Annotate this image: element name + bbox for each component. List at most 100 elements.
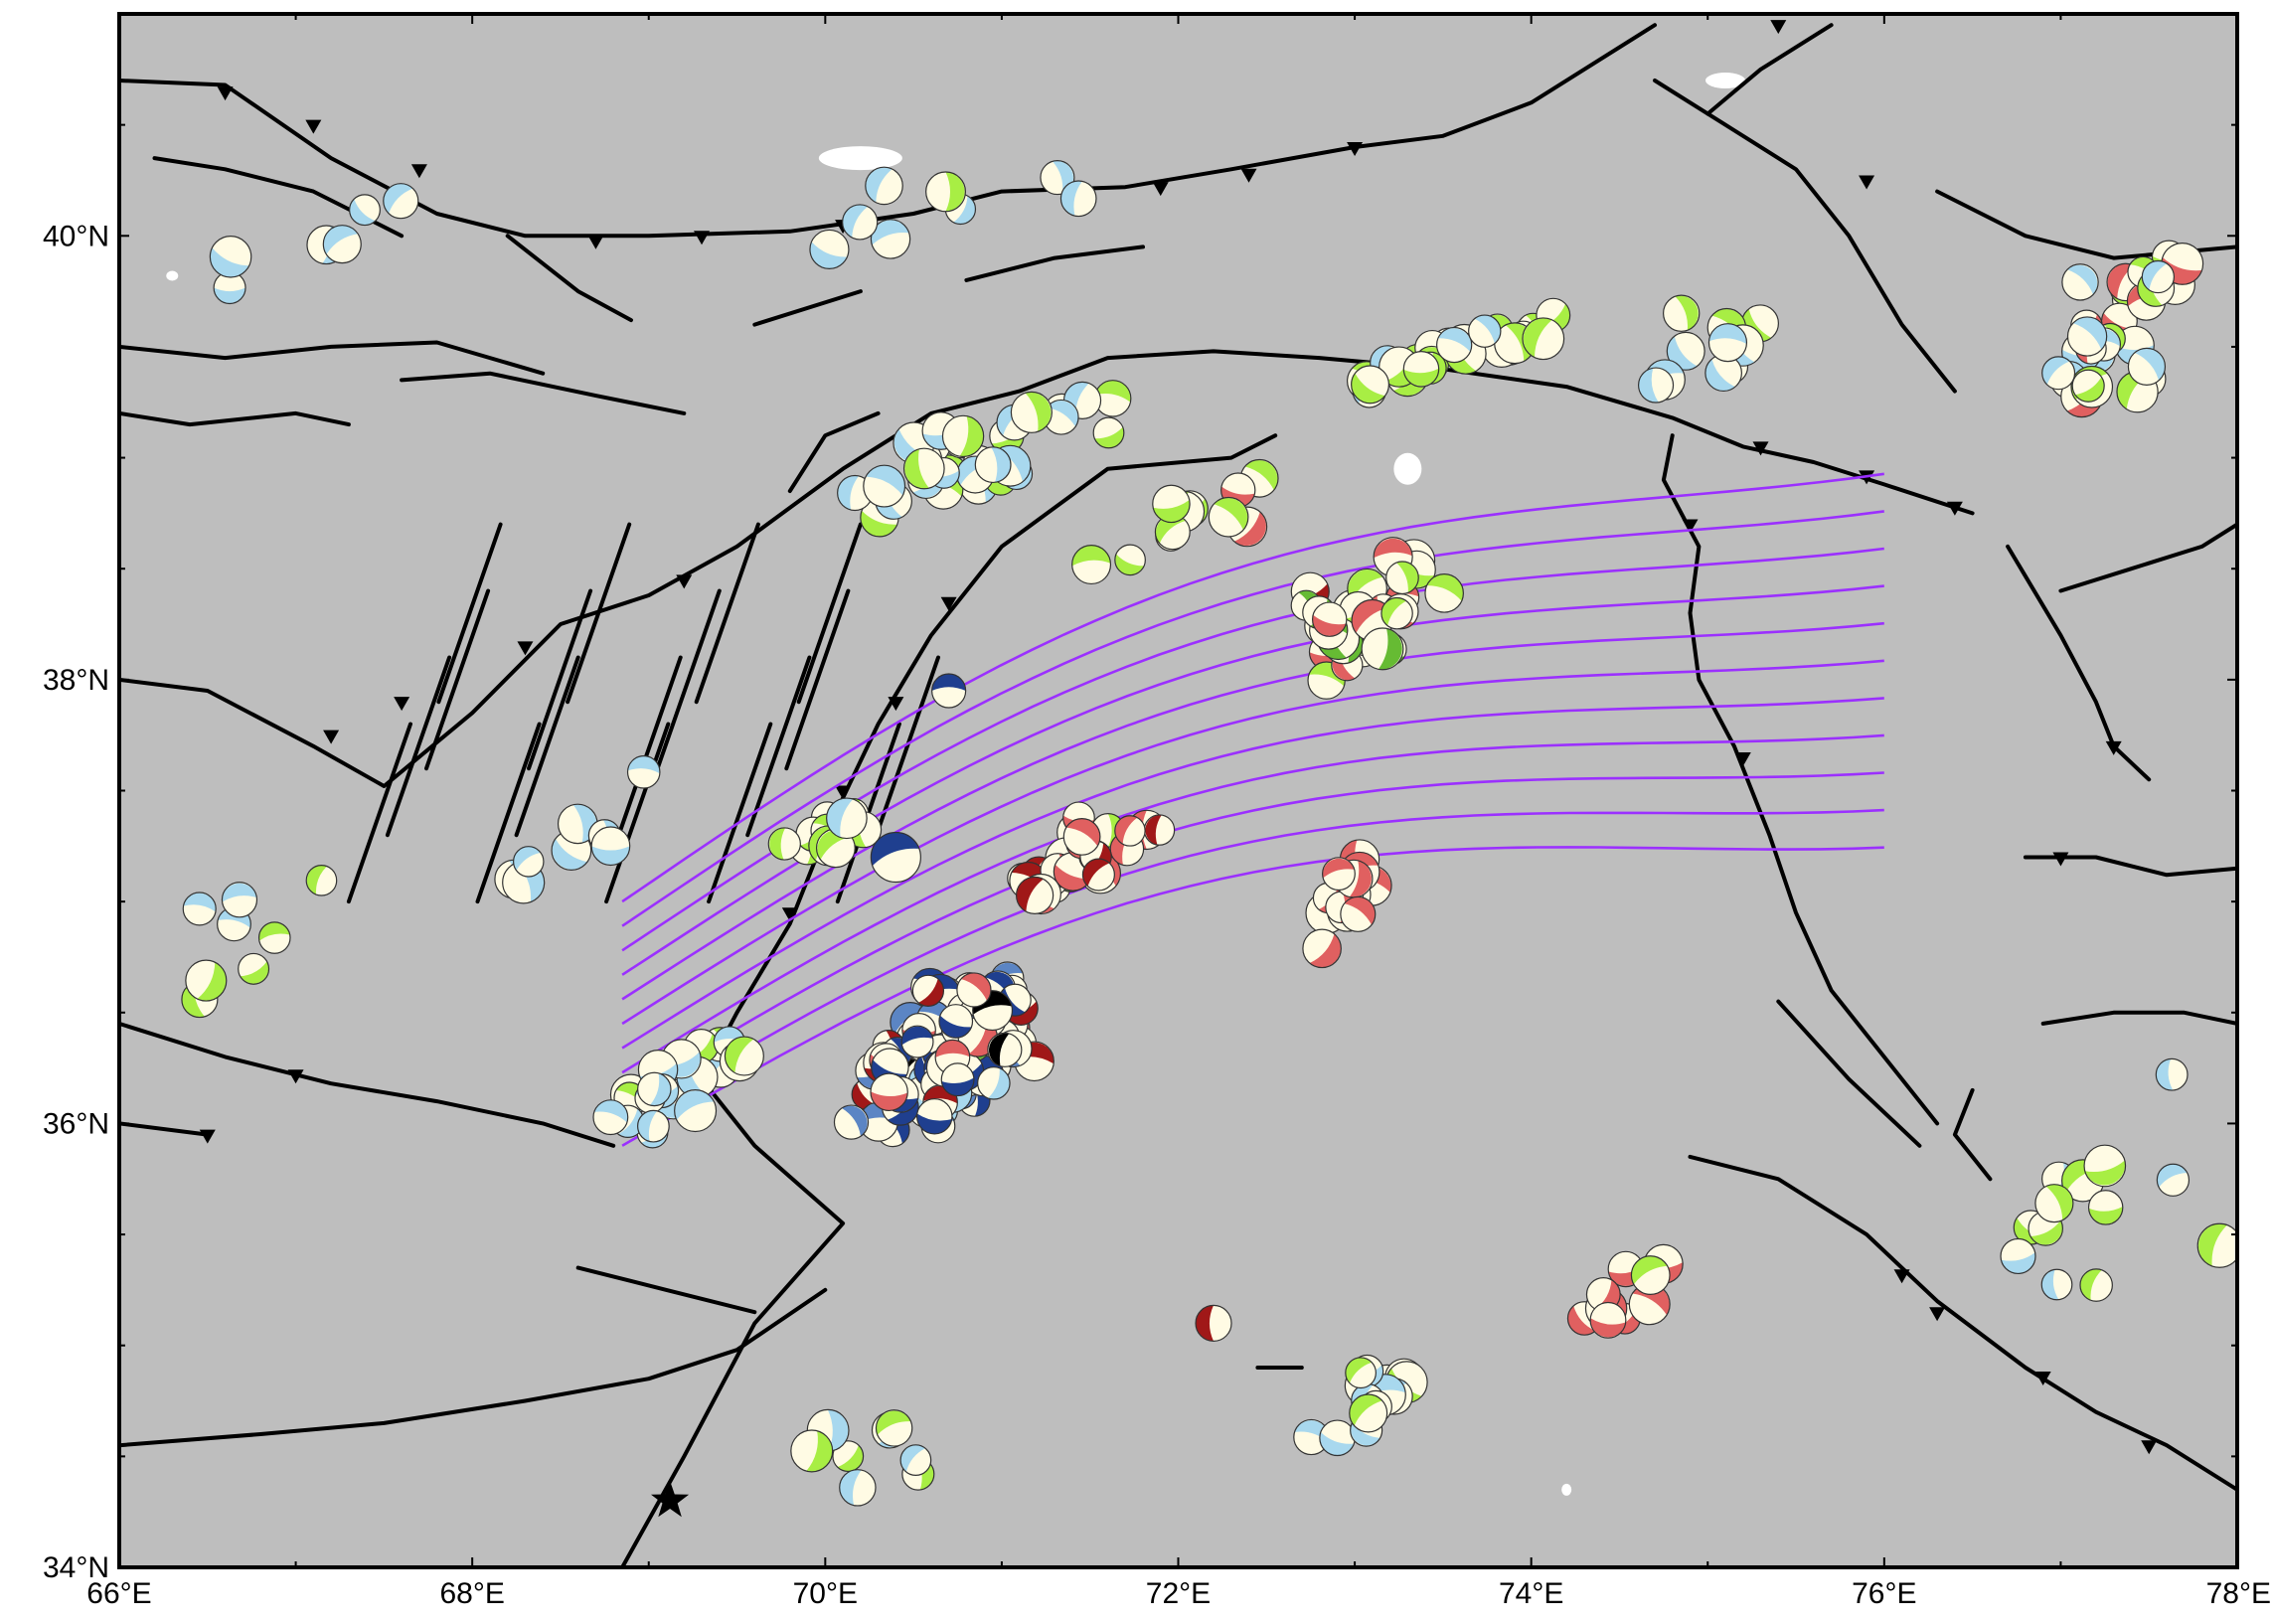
focal-mechanism-beachball [349, 194, 381, 227]
thrust-triangle [781, 907, 798, 922]
focal-mechanism-beachball [1589, 1301, 1627, 1339]
fault-line [2058, 522, 2237, 593]
focal-mechanism-beachball [1361, 627, 1404, 671]
depth-contour [621, 846, 1884, 1147]
focal-mechanism-beachball [592, 1099, 629, 1136]
depth-contour [621, 771, 1884, 1098]
fault-line [2040, 1010, 2237, 1026]
x-tick-label: 70°E [793, 1577, 858, 1610]
depth-contour [621, 697, 1884, 1050]
fold-axis [874, 655, 940, 838]
thrust-triangle [587, 235, 604, 249]
thrust-triangle [1152, 182, 1169, 197]
focal-mechanism-beachball [2155, 1057, 2189, 1091]
focal-mechanism-beachball [1345, 1357, 1377, 1389]
thrust-triangle [2034, 1371, 2051, 1385]
focal-mechanism-beachball [900, 1025, 934, 1058]
focal-mechanism-beachball [2000, 1237, 2036, 1275]
focal-mechanism-beachball [209, 236, 252, 278]
focal-mechanism-beachball [1152, 484, 1191, 524]
focal-mechanism-beachball [2196, 1222, 2237, 1268]
focal-mechanism-beachball [1071, 545, 1112, 585]
markers [651, 1481, 690, 1518]
focal-mechanism-beachball [1662, 294, 1701, 332]
focal-mechanism-beachball [1062, 818, 1101, 856]
focal-mechanism-beachball [1424, 573, 1464, 613]
fault-line [505, 234, 633, 323]
focal-mechanism-beachball [974, 446, 1012, 484]
thrust-triangle [888, 697, 904, 712]
focal-mechanism-beachball [637, 1071, 672, 1107]
focal-mechanisms [181, 160, 2237, 1507]
focal-mechanism-beachball [1637, 367, 1675, 404]
focal-mechanism-beachball [870, 831, 921, 884]
fault-line [119, 410, 351, 427]
focal-mechanism-beachball [1385, 561, 1419, 595]
thrust-triangle [2141, 1440, 2158, 1455]
focal-mechanism-beachball [941, 414, 985, 458]
focal-mechanism-beachball [674, 1089, 718, 1133]
fault-line [119, 23, 1657, 239]
focal-mechanism-beachball [875, 1409, 913, 1447]
x-tick-label: 74°E [1499, 1577, 1563, 1610]
focal-mechanism-beachball [1195, 1304, 1232, 1342]
depth-contour [621, 472, 1884, 903]
thrust-triangle [1946, 501, 1963, 516]
focal-mechanism-beachball [931, 673, 967, 709]
thrust-triangle [676, 574, 693, 589]
focal-mechanism-beachball [1143, 814, 1176, 846]
fold-axis [385, 655, 452, 838]
lake [166, 270, 179, 281]
focal-mechanism-beachball [1081, 858, 1115, 892]
fold-axis [514, 655, 580, 838]
focal-mechanism-beachball [322, 225, 362, 264]
focal-mechanism-beachball [513, 846, 545, 878]
focal-mechanism-beachball [863, 464, 906, 508]
lake [818, 146, 902, 171]
map-background [119, 14, 2237, 1567]
fold-axis [694, 522, 760, 705]
fault-line [400, 371, 687, 415]
fold-axis [745, 655, 812, 838]
focal-mechanism-beachball [1630, 1255, 1671, 1295]
focal-mechanism-beachball [870, 219, 911, 259]
focal-mechanism-beachball [257, 921, 291, 954]
focal-mechanism-beachball [1666, 331, 1705, 371]
focal-mechanism-beachball [1059, 180, 1097, 218]
thrust-triangle [217, 86, 234, 101]
thrust-triangle [1682, 519, 1699, 534]
focal-mechanism-beachball [2034, 1184, 2074, 1223]
thrust-triangle [1770, 20, 1787, 35]
focal-mechanism-beachball [182, 892, 217, 926]
focal-mechanism-beachball [1208, 496, 1249, 538]
focal-mechanism-beachball [2066, 316, 2108, 357]
focal-mechanism-beachball [809, 229, 850, 269]
thrust-triangle [2052, 852, 2069, 867]
focal-mechanism-beachball [1349, 1393, 1388, 1433]
focal-mechanism-beachball [2141, 259, 2175, 294]
fault-line [620, 433, 1278, 1567]
focal-mechanism-beachball [987, 1032, 1023, 1067]
axis-ticks: 66°E 68°E 70°E 72°E 74°E 76°E 78°E 34°N 36°N 38°N… [43, 220, 2271, 1610]
fault-line [2006, 544, 2152, 782]
y-tick-label: 40°N [43, 220, 109, 252]
focal-mechanism-beachball [1319, 1419, 1356, 1457]
fault-line [119, 1021, 616, 1148]
focal-mechanism-beachball [956, 972, 992, 1008]
thrust-triangle [305, 119, 322, 134]
focal-mechanism-beachball [826, 797, 868, 840]
fault-line [964, 244, 1145, 282]
focal-mechanism-beachball [2041, 356, 2076, 391]
fault-line [1952, 1087, 1993, 1182]
fault-line [1653, 79, 1957, 394]
focal-mechanism-beachball [916, 1098, 953, 1135]
thrust-triangle [1240, 168, 1257, 183]
depth-contour [621, 621, 1884, 1001]
focal-mechanism-beachball [213, 271, 246, 305]
focal-mechanism-beachball [1340, 895, 1377, 932]
thrust-triangle [835, 785, 852, 800]
x-tick-label: 66°E [86, 1577, 151, 1610]
fold-axis [566, 522, 632, 705]
fold-axis [424, 588, 491, 771]
fault-line [1688, 1154, 2237, 1492]
